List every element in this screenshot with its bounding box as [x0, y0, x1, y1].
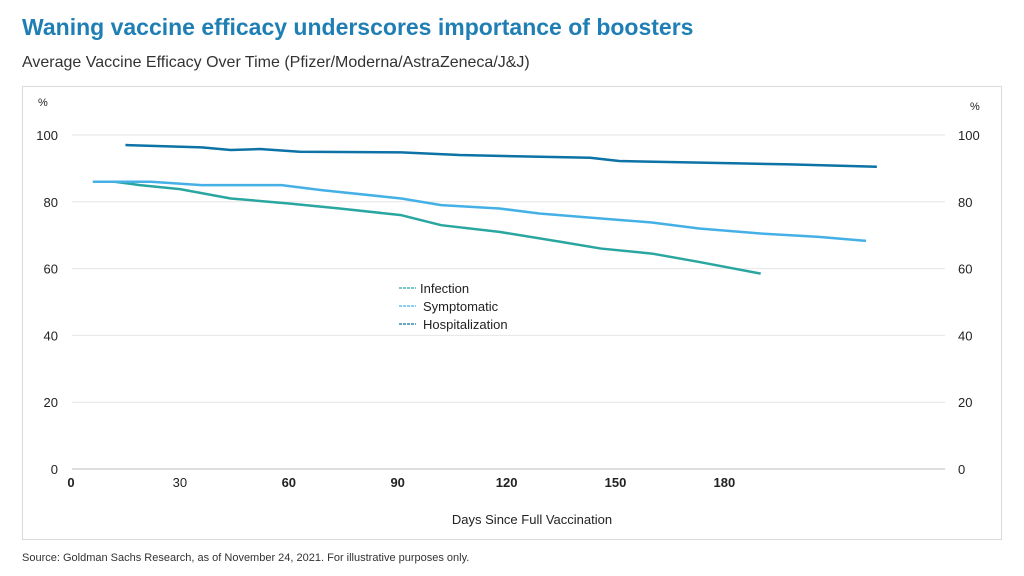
y-tick-left: 20 [44, 395, 58, 410]
y-unit-right: % [970, 101, 980, 113]
x-tick: 150 [605, 475, 627, 490]
legend-label: Hospitalization [423, 317, 508, 332]
x-tick: 90 [390, 475, 404, 490]
y-tick-left: 100 [36, 128, 58, 143]
y-tick-right: 60 [958, 262, 972, 277]
y-tick-right: 0 [958, 462, 965, 477]
legend-label: Symptomatic [423, 299, 499, 314]
series-line-hospitalization [125, 143, 877, 168]
series-line-symptomatic [92, 180, 867, 243]
y-unit-left: % [38, 97, 48, 109]
y-tick-left: 80 [44, 195, 58, 210]
y-tick-left: 0 [51, 462, 58, 477]
legend-label: Infection [420, 281, 469, 296]
x-tick: 60 [282, 475, 296, 490]
y-tick-left: 60 [44, 262, 58, 277]
chart-frame [22, 86, 1002, 540]
y-tick-right: 80 [958, 195, 972, 210]
y-tick-right: 100 [958, 128, 980, 143]
chart-subtitle: Average Vaccine Efficacy Over Time (Pfiz… [22, 54, 530, 71]
x-axis-label: Days Since Full Vaccination [452, 512, 612, 527]
chart-title: Waning vaccine efficacy underscores impo… [22, 14, 694, 40]
x-tick: 120 [496, 475, 518, 490]
source-note: Source: Goldman Sachs Research, as of No… [22, 552, 470, 564]
x-tick: 30 [173, 475, 187, 490]
y-tick-right: 40 [958, 328, 972, 343]
x-tick: 0 [67, 475, 74, 490]
x-tick: 180 [714, 475, 736, 490]
y-tick-right: 20 [958, 395, 972, 410]
series-line-infection [114, 180, 761, 275]
y-tick-left: 40 [44, 328, 58, 343]
